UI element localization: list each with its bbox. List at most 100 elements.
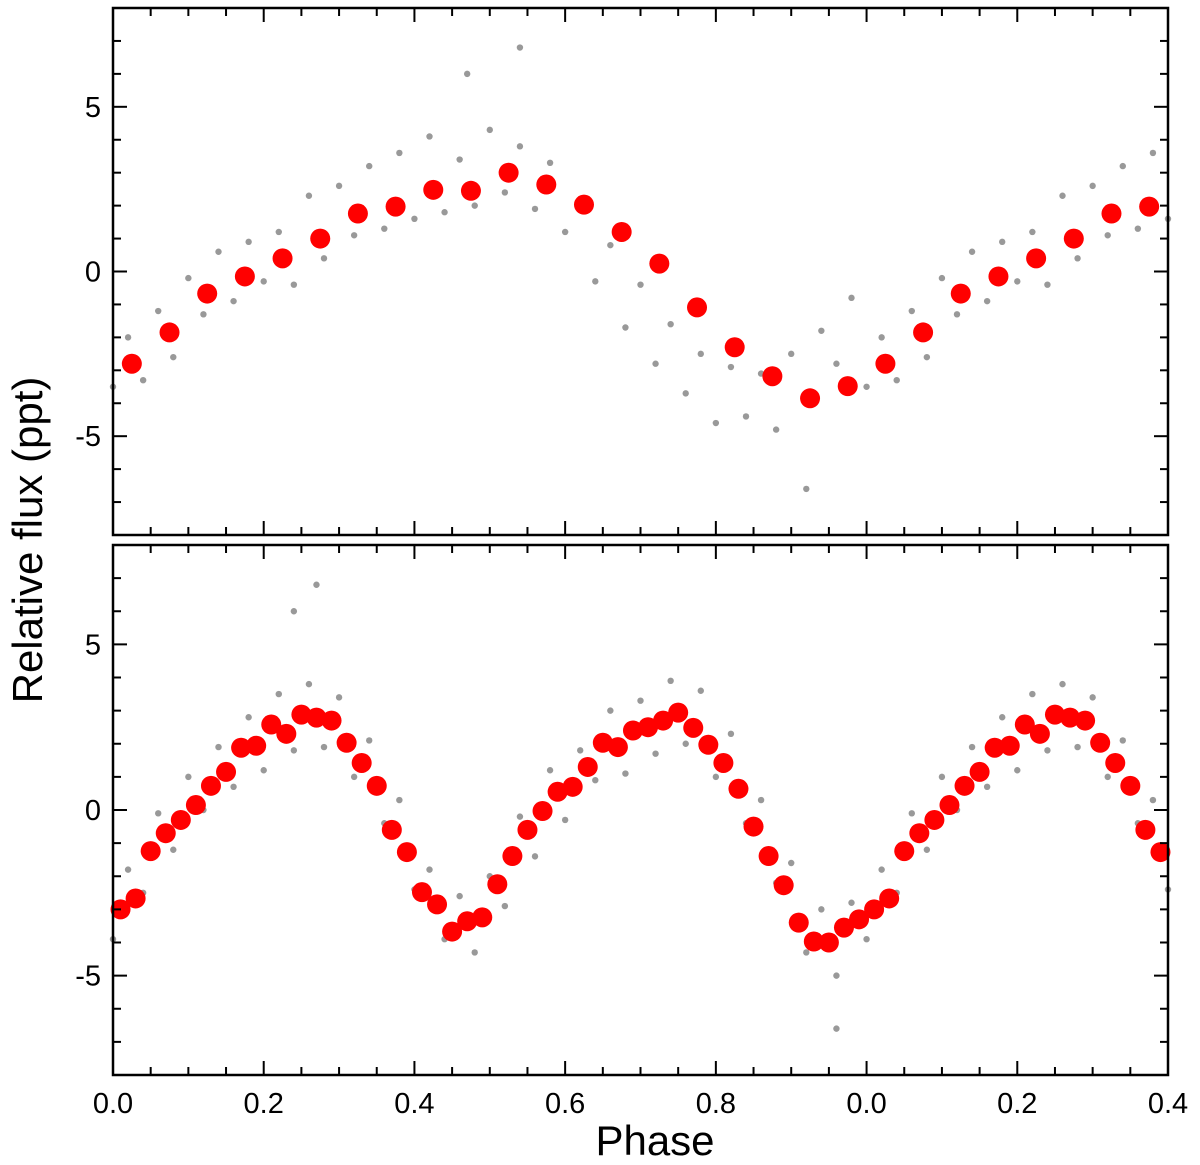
data-point bbox=[155, 810, 162, 817]
data-point bbox=[313, 581, 320, 588]
binned-point bbox=[573, 194, 594, 215]
data-point bbox=[1089, 182, 1096, 190]
binned-point bbox=[351, 752, 372, 773]
data-point bbox=[516, 813, 524, 820]
binned-point bbox=[125, 888, 146, 909]
binned-point bbox=[1139, 196, 1160, 217]
binned-point bbox=[498, 162, 519, 183]
data-point bbox=[320, 743, 328, 751]
data-point bbox=[260, 767, 267, 774]
data-point bbox=[350, 773, 358, 781]
data-point bbox=[139, 376, 147, 384]
data-point bbox=[305, 680, 313, 688]
data-point bbox=[592, 776, 599, 784]
binned-point bbox=[536, 174, 557, 195]
binned-point bbox=[653, 710, 674, 731]
data-point bbox=[697, 350, 704, 358]
binned-point bbox=[170, 809, 191, 830]
data-point bbox=[923, 353, 931, 361]
binned-point bbox=[1120, 775, 1141, 796]
x-tick-label: 0.0 bbox=[846, 1088, 886, 1120]
data-point bbox=[561, 228, 569, 236]
data-point bbox=[155, 307, 162, 315]
data-point bbox=[803, 949, 810, 956]
data-point bbox=[682, 740, 689, 747]
data-point bbox=[456, 892, 463, 900]
x-tick-label: 0.2 bbox=[997, 1088, 1037, 1120]
data-point bbox=[788, 350, 795, 358]
data-point bbox=[350, 232, 358, 239]
binned-point bbox=[276, 723, 297, 744]
data-point bbox=[878, 866, 885, 873]
binned-point bbox=[1044, 704, 1065, 725]
data-point bbox=[215, 248, 222, 255]
data-point bbox=[463, 70, 471, 78]
data-point bbox=[697, 687, 704, 694]
binned-point bbox=[1026, 248, 1047, 269]
binned-point bbox=[879, 888, 900, 909]
y-axis-label: Relative flux (ppt) bbox=[4, 377, 51, 704]
x-tick-label: 0.8 bbox=[696, 1088, 736, 1120]
data-point bbox=[818, 327, 825, 334]
binned-point bbox=[773, 875, 794, 896]
series bbox=[121, 162, 1160, 409]
data-point bbox=[908, 810, 915, 817]
data-point bbox=[396, 796, 403, 804]
x-axis-label: Phase bbox=[595, 1117, 714, 1164]
data-point bbox=[712, 773, 720, 781]
data-point bbox=[1029, 690, 1036, 698]
plot-frame bbox=[111, 6, 1170, 537]
binned-point bbox=[713, 752, 734, 773]
data-point bbox=[411, 215, 418, 222]
y-tick-label: 5 bbox=[85, 92, 101, 124]
binned-point bbox=[547, 781, 568, 802]
binned-point bbox=[913, 322, 934, 343]
data-point bbox=[1104, 773, 1111, 781]
binned-point bbox=[1150, 842, 1171, 863]
binned-point bbox=[939, 795, 960, 816]
binned-point bbox=[833, 917, 854, 938]
data-point bbox=[863, 935, 870, 943]
binned-point bbox=[396, 842, 417, 863]
x-tick-label: 0.4 bbox=[1148, 1088, 1188, 1120]
data-point bbox=[546, 159, 554, 167]
data-point bbox=[290, 747, 298, 754]
binned-point bbox=[121, 353, 142, 374]
data-point bbox=[833, 972, 840, 979]
data-point bbox=[1059, 680, 1066, 688]
data-point bbox=[1044, 281, 1051, 288]
data-point bbox=[637, 697, 644, 704]
series bbox=[110, 702, 1171, 953]
binned-point bbox=[743, 816, 764, 837]
data-point bbox=[275, 228, 282, 236]
data-point bbox=[727, 730, 735, 738]
data-point bbox=[381, 225, 388, 232]
x-tick-label: 0.6 bbox=[545, 1088, 585, 1120]
data-point bbox=[833, 1025, 840, 1032]
binned-point bbox=[988, 266, 1009, 287]
binned-point bbox=[347, 203, 368, 224]
binned-point bbox=[200, 775, 221, 796]
data-point bbox=[335, 694, 343, 701]
data-point bbox=[1104, 232, 1111, 239]
binned-point bbox=[818, 932, 839, 953]
binned-point bbox=[909, 823, 930, 844]
data-point bbox=[637, 281, 644, 288]
data-point bbox=[215, 743, 222, 751]
data-point bbox=[1089, 694, 1096, 701]
data-point bbox=[260, 278, 267, 285]
binned-point bbox=[622, 720, 643, 741]
data-point bbox=[848, 294, 855, 302]
binned-point bbox=[803, 931, 824, 952]
data-point bbox=[501, 902, 509, 910]
binned-point bbox=[894, 841, 915, 862]
data-point bbox=[923, 846, 931, 853]
data-point bbox=[893, 376, 900, 384]
data-point bbox=[441, 209, 448, 216]
data-point bbox=[366, 162, 373, 170]
data-point bbox=[1059, 192, 1066, 199]
binned-point bbox=[984, 737, 1005, 758]
data-point bbox=[200, 311, 207, 318]
